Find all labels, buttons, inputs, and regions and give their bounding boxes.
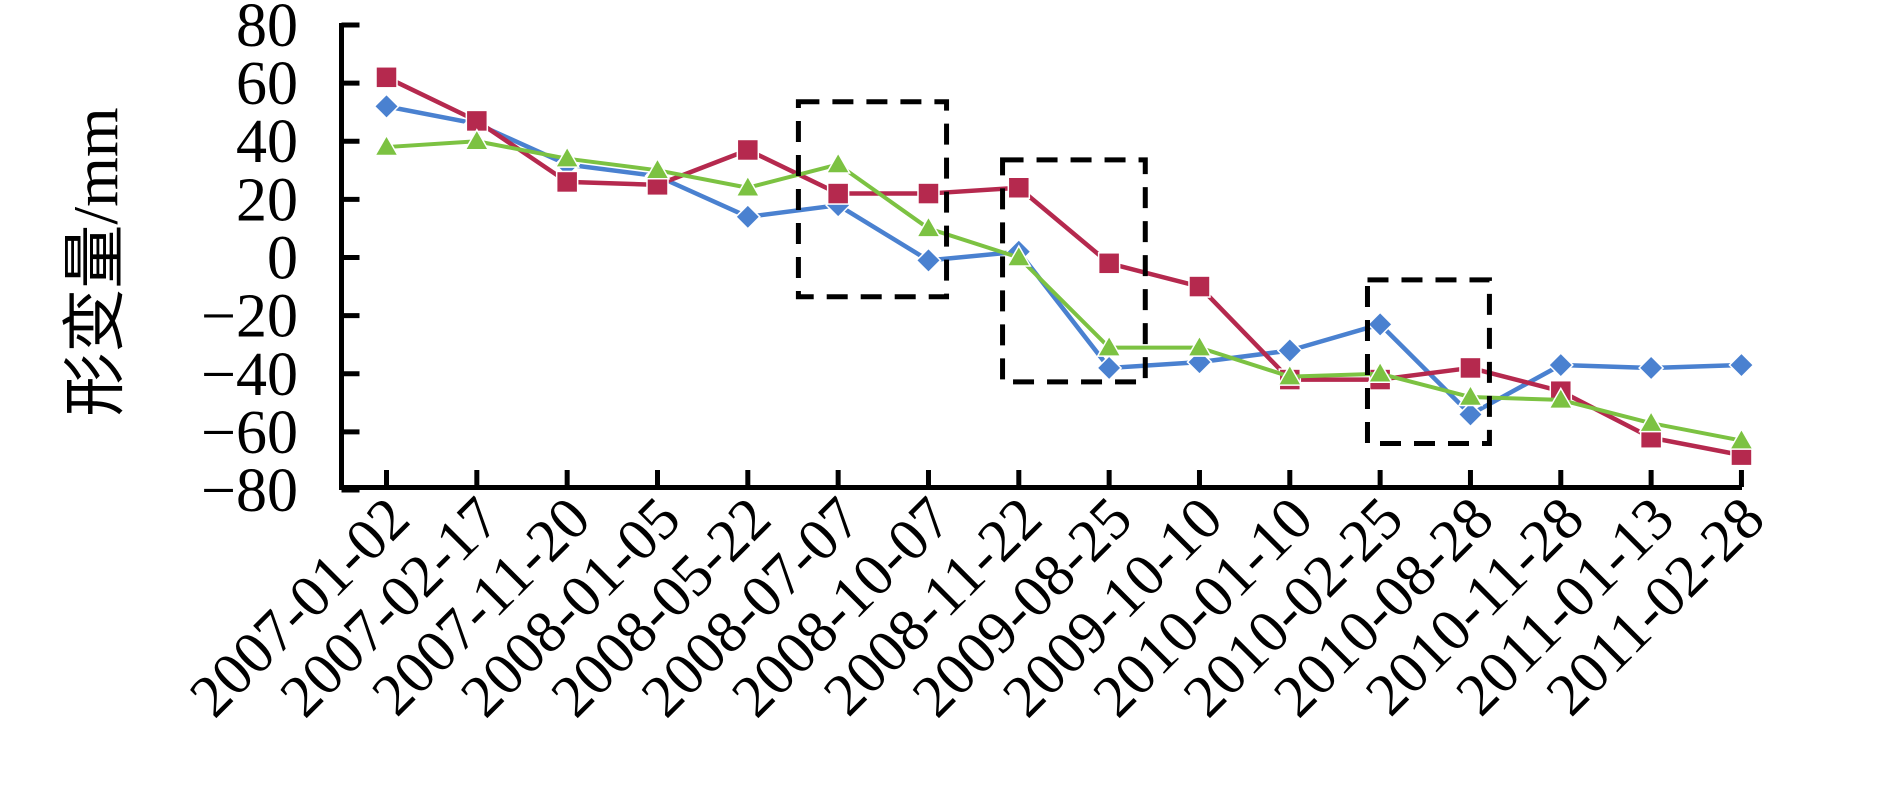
marker-green-triangle-series <box>464 128 490 151</box>
marker-green-triangle-series <box>1277 363 1303 386</box>
marker-green-triangle-series <box>735 174 761 197</box>
marker-red-square-series <box>826 182 850 205</box>
y-tick-label: 0 <box>267 225 298 293</box>
y-tick-label: 80 <box>236 0 298 60</box>
marker-blue-diamond-series <box>1096 354 1123 381</box>
y-tick-label: −20 <box>201 283 298 351</box>
marker-green-triangle-series <box>825 151 851 174</box>
y-tick-label: −80 <box>201 457 298 525</box>
marker-blue-diamond-series <box>1367 311 1394 338</box>
marker-blue-diamond-series <box>1276 337 1303 364</box>
series-line-green-triangle-series <box>386 139 1742 443</box>
marker-blue-diamond-series <box>734 203 761 230</box>
marker-green-triangle-series <box>1547 386 1574 410</box>
y-axis-title: 形变量/mm <box>60 107 131 416</box>
marker-green-triangle-series <box>644 157 671 180</box>
marker-blue-diamond-series <box>1728 351 1755 379</box>
marker-green-triangle-series <box>1006 244 1032 267</box>
marker-green-triangle-series <box>1186 334 1213 357</box>
dashed-highlight-box <box>1000 157 1148 385</box>
marker-green-triangle-series <box>915 215 942 238</box>
marker-green-triangle-series <box>1367 360 1393 384</box>
marker-red-square-series <box>1188 275 1211 298</box>
marker-red-square-series <box>1007 176 1031 199</box>
dashed-highlight-box <box>1364 277 1492 447</box>
marker-blue-diamond-series <box>1547 351 1574 379</box>
y-tick-label: 40 <box>236 108 298 176</box>
marker-red-square-series <box>1097 252 1121 275</box>
y-tick-label: −60 <box>201 399 298 467</box>
dashed-highlight-box <box>795 99 950 300</box>
marker-red-square-series <box>555 170 579 194</box>
marker-red-square-series <box>375 66 398 89</box>
marker-red-square-series <box>917 182 940 205</box>
marker-blue-diamond-series <box>1638 354 1665 381</box>
marker-blue-diamond-series <box>373 93 400 120</box>
marker-blue-diamond-series <box>915 247 942 274</box>
marker-red-square-series <box>736 138 760 162</box>
marker-green-triangle-series <box>1728 427 1755 450</box>
series-line-red-square-series <box>385 75 1742 458</box>
marker-green-triangle-series <box>373 134 400 157</box>
marker-green-triangle-series <box>554 145 580 168</box>
marker-green-triangle-series <box>1096 334 1122 357</box>
y-tick-label: 20 <box>236 166 298 234</box>
marker-blue-diamond-series <box>1457 401 1484 428</box>
y-tick-label: 60 <box>236 50 298 118</box>
marker-red-square-series <box>1459 356 1482 380</box>
marker-green-triangle-series <box>1457 383 1484 407</box>
marker-green-triangle-series <box>1638 410 1664 433</box>
y-tick-label: −40 <box>201 341 298 409</box>
series-line-blue-diamond-series <box>386 104 1742 417</box>
